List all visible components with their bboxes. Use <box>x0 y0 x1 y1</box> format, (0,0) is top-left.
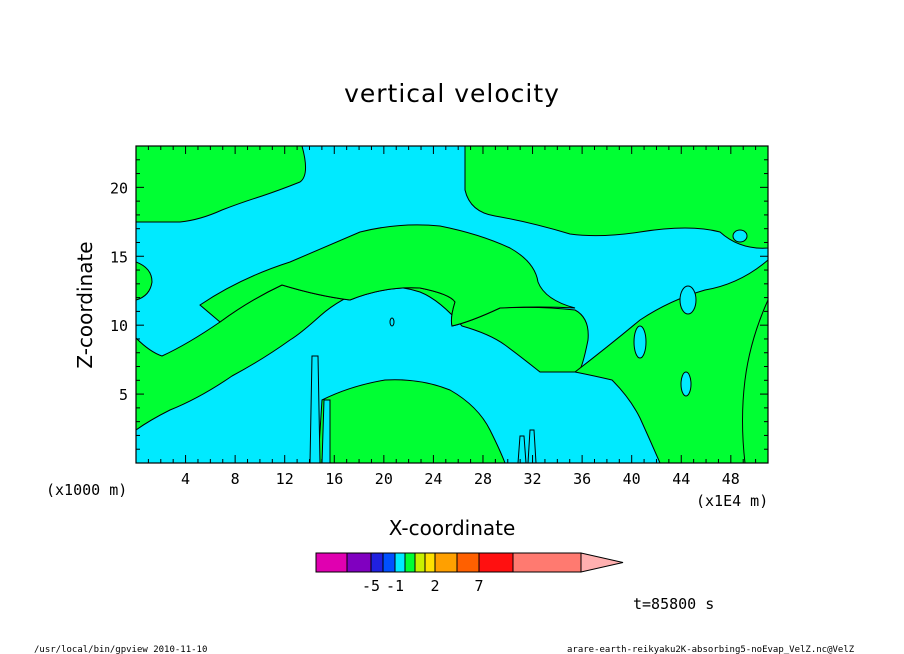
positive-region-upper-arch <box>199 224 576 327</box>
x-tick-label: 28 <box>474 470 492 488</box>
x-tick-label: 36 <box>573 470 591 488</box>
colorbar-bin <box>394 552 406 573</box>
colorbar <box>315 552 624 573</box>
plot-frame <box>135 145 769 464</box>
negative-gap-x15 <box>321 399 331 463</box>
plot-area <box>136 146 768 463</box>
x-tick-label: 40 <box>623 470 641 488</box>
colorbar-bin <box>346 552 372 573</box>
y-tick-label: 15 <box>110 248 128 266</box>
x-tick-label: 4 <box>181 470 190 488</box>
x-tick-label: 44 <box>672 470 690 488</box>
positive-region-right-edge <box>742 299 768 463</box>
x-axis-label: X-coordinate <box>389 516 516 540</box>
negative-island-5 <box>732 229 748 243</box>
colorbar-bin <box>382 552 396 573</box>
footer-right: arare-earth-reikyaku2K-absorbing5-noEvap… <box>567 645 855 654</box>
colorbar-ticks: -5 -1 2 7 <box>362 577 484 595</box>
y-tick-label: 20 <box>110 179 128 197</box>
y-axis-label: Z-coordinate <box>73 241 97 368</box>
chart-title: vertical velocity <box>344 79 560 108</box>
colorbar-bin <box>414 552 426 573</box>
x-tick-label: 24 <box>424 470 442 488</box>
x-tick-label: 8 <box>231 470 240 488</box>
negative-island-2 <box>633 325 647 359</box>
negative-gap-x14 <box>309 355 321 463</box>
y-tick-label: 10 <box>110 317 128 335</box>
colorbar-extend-arrow <box>580 552 624 573</box>
x-scale-note: (x1E4 m) <box>696 492 768 510</box>
y-ticks: 5 10 15 20 <box>110 159 768 450</box>
negative-gap-x31 <box>517 435 527 463</box>
colorbar-tick-label: -1 <box>386 577 404 595</box>
colorbar-bin <box>315 552 348 573</box>
x-tick-label: 12 <box>276 470 294 488</box>
negative-island-3 <box>680 371 692 397</box>
footer-left: /usr/local/bin/gpview 2010-11-10 <box>34 645 207 654</box>
colorbar-bin <box>404 552 416 573</box>
colorbar-bin <box>424 552 436 573</box>
colorbar-bin <box>434 552 458 573</box>
colorbar-bin <box>478 552 514 573</box>
colorbar-tick-label: 2 <box>430 577 439 595</box>
x-ticks: 4 8 12 16 20 24 28 32 36 40 44 48 <box>135 146 769 488</box>
x-tick-label: 48 <box>722 470 740 488</box>
negative-gap-x32 <box>527 429 537 463</box>
y-tick-label: 5 <box>119 386 128 404</box>
positive-region-left-edge <box>136 261 153 301</box>
colorbar-tick-label: -5 <box>362 577 380 595</box>
x-tick-label: 32 <box>524 470 542 488</box>
colorbar-bin <box>370 552 384 573</box>
colorbar-bin <box>456 552 480 573</box>
positive-region-top-right <box>464 146 768 249</box>
negative-island-4 <box>389 317 395 327</box>
x-tick-label: 20 <box>375 470 393 488</box>
colorbar-tick-label: 7 <box>474 577 483 595</box>
positive-region-top-left <box>136 146 306 223</box>
x-tick-label: 16 <box>325 470 343 488</box>
x-unit-label: (x1000 m) <box>46 481 127 499</box>
time-label: t=85800 s <box>633 595 714 613</box>
positive-region-bottom-center <box>317 379 506 463</box>
negative-island-1 <box>679 285 697 315</box>
colorbar-bin <box>512 552 582 573</box>
